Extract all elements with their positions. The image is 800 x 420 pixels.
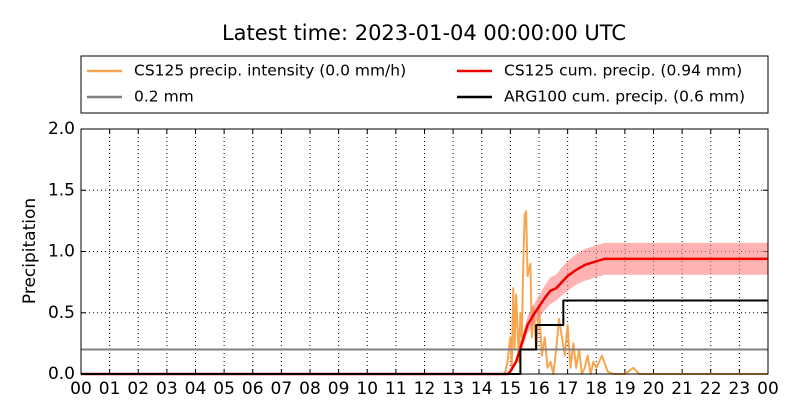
legend-label: CS125 cum. precip. (0.94 mm)	[504, 62, 742, 80]
y-tick-label: 1.0	[48, 242, 75, 262]
x-tick-label: 19	[614, 379, 636, 399]
legend-label: CS125 precip. intensity (0.0 mm/h)	[134, 62, 406, 80]
x-tick-label: 17	[557, 379, 579, 399]
y-tick-label: 0.0	[48, 364, 75, 384]
uncertainty-band	[81, 242, 768, 374]
x-tick-label: 00	[757, 379, 779, 399]
x-tick-label: 00	[70, 379, 92, 399]
x-tick-label: 20	[643, 379, 665, 399]
x-tick-label: 13	[442, 379, 464, 399]
series-line	[81, 257, 768, 376]
x-tick-label: 18	[585, 379, 607, 399]
x-tick-label: 01	[99, 379, 121, 399]
x-tick-label: 05	[213, 379, 235, 399]
x-tick-label: 10	[356, 379, 378, 399]
y-tick-label: 0.5	[48, 303, 75, 323]
legend-label: 0.2 mm	[134, 88, 194, 106]
y-tick-label: 2.0	[48, 119, 75, 139]
x-tick-label: 07	[271, 379, 293, 399]
x-tick-label: 09	[328, 379, 350, 399]
x-tick-label: 06	[242, 379, 264, 399]
x-tick-label: 11	[385, 379, 407, 399]
series-line	[81, 299, 768, 375]
y-tick-label: 1.5	[48, 180, 75, 200]
x-tick-label: 03	[156, 379, 178, 399]
x-tick-label: 02	[127, 379, 149, 399]
x-tick-label: 23	[729, 379, 751, 399]
series-line	[81, 210, 768, 375]
x-tick-label: 21	[671, 379, 693, 399]
x-tick-label: 04	[185, 379, 207, 399]
legend-box	[80, 55, 769, 114]
x-tick-label: 14	[471, 379, 493, 399]
x-tick-label: 08	[299, 379, 321, 399]
plot-frame	[80, 128, 769, 375]
x-tick-label: 15	[500, 379, 522, 399]
chart-title: Latest time: 2023-01-04 00:00:00 UTC	[222, 21, 626, 45]
x-tick-label: 22	[700, 379, 722, 399]
x-tick-label: 12	[414, 379, 436, 399]
legend-label: ARG100 cum. precip. (0.6 mm)	[504, 88, 745, 106]
y-axis-label: Precipitation	[20, 198, 40, 304]
x-tick-label: 16	[528, 379, 550, 399]
